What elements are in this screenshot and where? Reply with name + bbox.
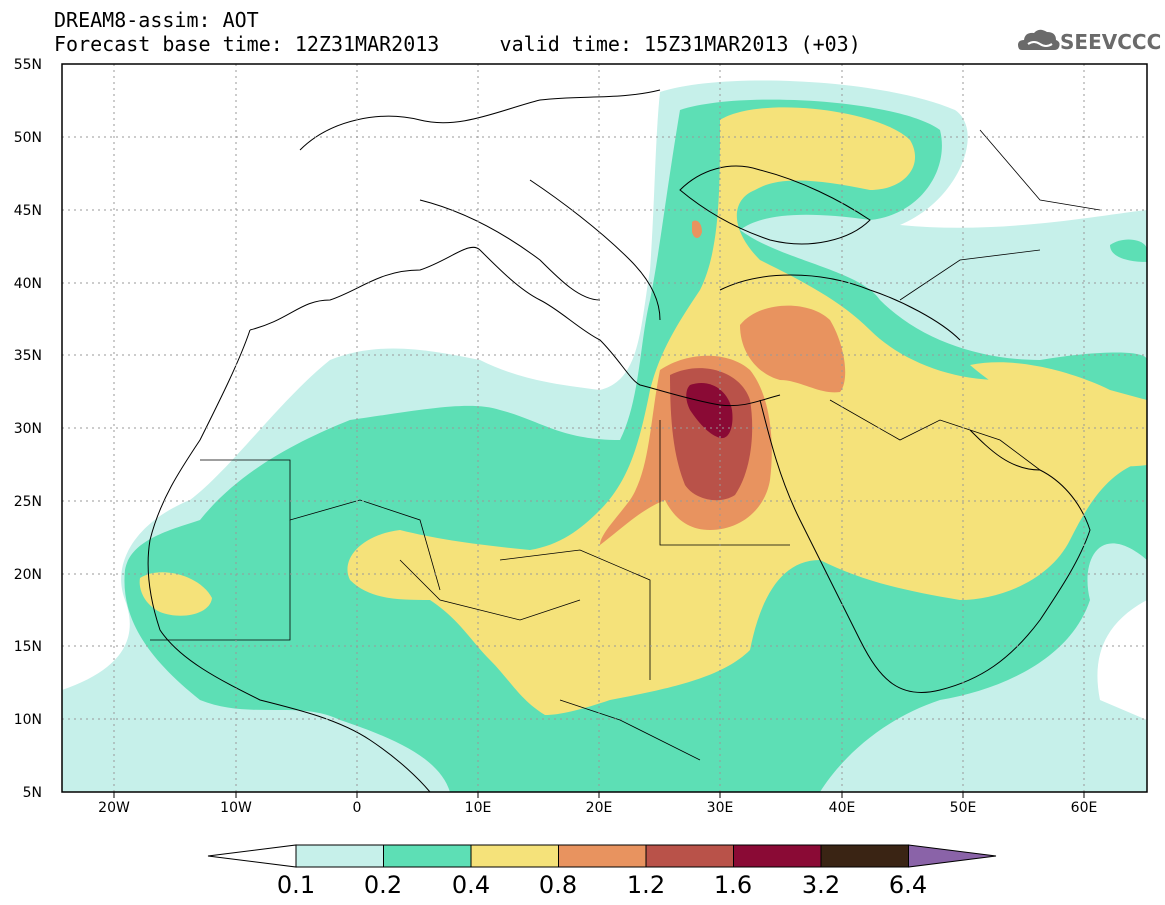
colorbar-high-arrow — [908, 844, 997, 868]
coastlines — [147, 89, 1091, 792]
lon-tick-label: 0 — [353, 800, 362, 816]
lat-tick-label: 55N — [14, 57, 42, 73]
lon-labels: 20W 10W 0 10E 20E 30E 40E 50E 60E — [98, 800, 1097, 816]
borders — [150, 129, 1101, 761]
base-time: Forecast base time: 12Z31MAR2013 — [54, 32, 440, 56]
lat-tick-label: 30N — [14, 421, 42, 437]
lat-tick-label: 20N — [14, 567, 42, 583]
colorbar-label: 0.1 — [276, 871, 316, 899]
lat-tick-label: 40N — [14, 276, 42, 292]
lon-tick-label: 60E — [1071, 800, 1098, 816]
aot-contours — [62, 80, 1147, 792]
lat-tick-label: 25N — [14, 494, 42, 510]
lon-tick-label: 50E — [950, 800, 977, 816]
forecast-times: Forecast base time: 12Z31MAR2013 valid t… — [54, 33, 861, 55]
colorbar-label: 0.8 — [538, 871, 578, 899]
lat-tick-label: 10N — [14, 712, 42, 728]
contour-1.6 — [686, 382, 733, 439]
colorbar — [207, 844, 997, 868]
contour-0.2-b — [1110, 239, 1147, 262]
colorbar-bin — [733, 844, 822, 868]
colorbar-label: 1.6 — [713, 871, 753, 899]
colorbar-label: 0.2 — [363, 871, 403, 899]
colorbar-bin — [558, 844, 647, 868]
colorbar-bin — [820, 844, 909, 868]
lat-tick-label: 5N — [23, 785, 42, 801]
contour-0.8-b — [740, 305, 846, 393]
lon-tick-label: 20W — [98, 800, 130, 816]
colorbar-bin — [470, 844, 559, 868]
contour-0.4-c — [970, 362, 1147, 467]
lat-labels: 55N 50N 45N 40N 35N 30N 25N 20N 15N 10N … — [14, 57, 42, 801]
contour-0.2 — [124, 99, 1147, 792]
lon-tick-label: 40E — [829, 800, 856, 816]
colorbar-low-arrow — [207, 844, 297, 868]
colorbar-bin — [645, 844, 734, 868]
colorbar-label: 0.4 — [451, 871, 491, 899]
valid-time: valid time: 15Z31MAR2013 (+03) — [499, 32, 861, 56]
contour-0.4-b — [139, 572, 212, 616]
colorbar-label: 1.2 — [626, 871, 666, 899]
logo-text: SEEVCCC — [1060, 30, 1162, 54]
lat-tick-label: 50N — [14, 130, 42, 146]
colorbar-label: 6.4 — [888, 871, 928, 899]
lon-tick-label: 20E — [586, 800, 613, 816]
lat-tick-label: 45N — [14, 203, 42, 219]
contour-0.8-c — [692, 220, 702, 238]
lon-tick-label: 10W — [220, 800, 252, 816]
colorbar-bin — [295, 844, 384, 868]
contour-0.1-b — [1020, 272, 1147, 330]
lat-tick-label: 15N — [14, 639, 42, 655]
lat-tick-label: 35N — [14, 348, 42, 364]
cloud-logo-icon — [1018, 29, 1060, 50]
chart-title: DREAM8-assim: AOT — [54, 8, 259, 32]
colorbar-label: 3.2 — [801, 871, 841, 899]
plot-frame — [61, 63, 1148, 793]
tick-marks — [113, 792, 1085, 798]
colorbar-bin — [383, 844, 472, 868]
graticule — [62, 64, 1147, 792]
lon-tick-label: 10E — [465, 800, 492, 816]
lon-tick-label: 30E — [707, 800, 734, 816]
